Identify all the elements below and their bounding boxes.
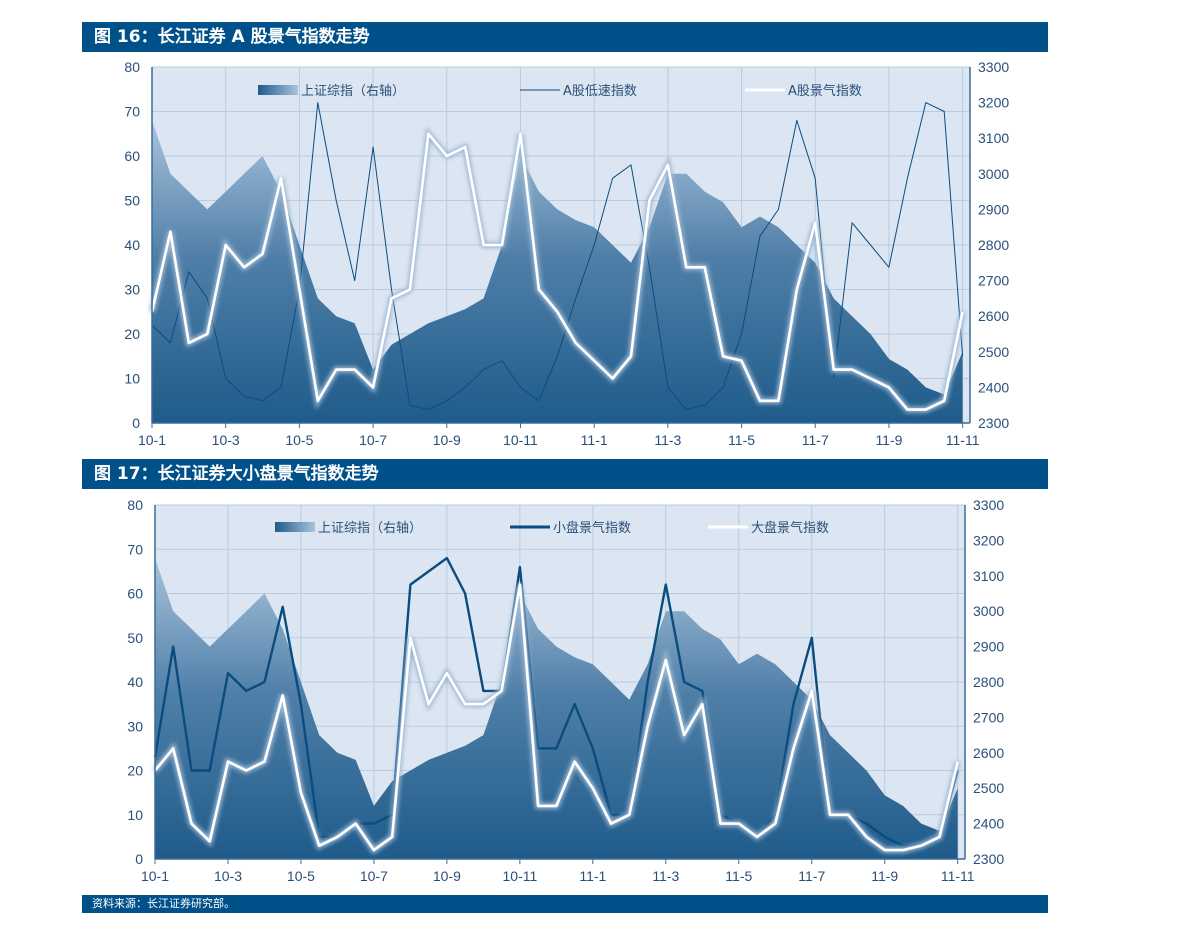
y-tick-right: 2400: [973, 816, 1004, 832]
y-tick-right: 2900: [978, 201, 1009, 217]
y-tick-left: 10: [124, 371, 140, 387]
y-tick-right: 3200: [973, 532, 1004, 548]
y-tick-right: 2500: [973, 780, 1004, 796]
y-tick-left: 70: [124, 104, 140, 120]
y-tick-left: 30: [124, 282, 140, 298]
x-tick-label: 10-3: [212, 432, 240, 448]
y-tick-left: 20: [124, 326, 140, 342]
x-tick-label: 11-9: [875, 432, 902, 448]
y-tick-right: 2700: [973, 709, 1004, 725]
legend-label: 大盘景气指数: [751, 520, 829, 536]
x-tick-label: 11-7: [798, 868, 825, 884]
y-tick-right: 2400: [978, 379, 1009, 395]
legend-label: A股低速指数: [563, 84, 637, 99]
legend-label: 上证综指（右轴）: [301, 84, 405, 99]
y-tick-right: 3300: [973, 497, 1004, 513]
y-tick-left: 80: [124, 59, 140, 75]
x-tick-label: 11-1: [579, 868, 606, 884]
x-tick-label: 11-3: [652, 868, 679, 884]
legend-swatch-area: [258, 85, 298, 95]
x-tick-label: 11-3: [654, 432, 681, 448]
y-tick-left: 80: [127, 497, 143, 513]
y-tick-right: 2300: [973, 851, 1004, 867]
y-tick-left: 50: [124, 193, 140, 209]
series-area-shanghai-composite: [152, 120, 963, 424]
x-tick-label: 11-5: [728, 432, 755, 448]
y-tick-right: 2500: [978, 344, 1009, 360]
y-tick-left: 60: [124, 148, 140, 164]
x-tick-label: 11-11: [946, 432, 980, 448]
y-tick-left: 40: [127, 674, 143, 690]
x-tick-label: 10-11: [502, 868, 537, 884]
y-tick-right: 2700: [978, 273, 1009, 289]
y-tick-left: 50: [127, 630, 143, 646]
y-tick-right: 3000: [978, 166, 1009, 182]
y-tick-right: 2300: [978, 415, 1009, 431]
y-tick-left: 20: [127, 763, 143, 779]
x-tick-label: 10-5: [287, 868, 315, 884]
x-tick-label: 11-9: [871, 868, 898, 884]
series-line-2: [153, 583, 959, 852]
x-tick-label: 10-5: [285, 432, 313, 448]
y-tick-left: 70: [127, 541, 143, 557]
y-tick-right: 3300: [978, 59, 1009, 75]
chart2-svg: 0 10 20 30 40 50 60 70 80 2300 2400 2500 2600 2700 280…: [127, 497, 1004, 884]
x-tick-label: 10-11: [503, 432, 538, 448]
x-tick-label: 10-9: [433, 868, 461, 884]
y-tick-left: 60: [127, 586, 143, 602]
source-note: 资料来源：长江证券研究部。: [82, 895, 1048, 913]
x-tick-label: 11-5: [725, 868, 752, 884]
y-tick-right: 2900: [973, 639, 1004, 655]
y-tick-right: 2800: [973, 674, 1004, 690]
y-tick-right: 3000: [973, 603, 1004, 619]
x-tick-label: 11-7: [802, 432, 829, 448]
x-tick-label: 10-9: [433, 432, 461, 448]
chart2-title: 图 17：长江证券大小盘景气指数走势: [82, 459, 1048, 489]
y-tick-left: 30: [127, 718, 143, 734]
x-tick-label: 10-1: [141, 868, 169, 884]
y-tick-left: 0: [135, 851, 143, 867]
legend-label: 上证综指（右轴）: [318, 521, 422, 536]
y-tick-right: 3200: [978, 95, 1009, 111]
x-tick-label: 11-11: [941, 868, 975, 884]
legend-label: 小盘景气指数: [553, 520, 631, 536]
y-tick-right: 3100: [973, 568, 1004, 584]
legend-swatch-area: [275, 522, 315, 532]
y-tick-left: 10: [127, 807, 143, 823]
y-tick-right: 2600: [978, 308, 1009, 324]
x-tick-label: 10-3: [214, 868, 242, 884]
chart1-svg: 0 10 20 30 40 50 60 70 80 2300 2400 2500 2600 2700 280…: [124, 59, 1009, 448]
x-tick-label: 10-7: [359, 432, 387, 448]
x-tick-label: 10-7: [360, 868, 388, 884]
x-tick-label: 11-1: [581, 432, 608, 448]
y-tick-left: 40: [124, 237, 140, 253]
x-tick-label: 10-1: [138, 432, 166, 448]
series-line-2: [150, 132, 964, 411]
y-tick-right: 3100: [978, 130, 1009, 146]
y-tick-right: 2600: [973, 745, 1004, 761]
y-tick-left: 0: [132, 415, 140, 431]
chart1-title: 图 16：长江证券 A 股景气指数走势: [82, 22, 1048, 52]
y-tick-right: 2800: [978, 237, 1009, 253]
series-area-shanghai-composite: [155, 558, 958, 859]
legend-label: A股景气指数: [788, 83, 862, 99]
